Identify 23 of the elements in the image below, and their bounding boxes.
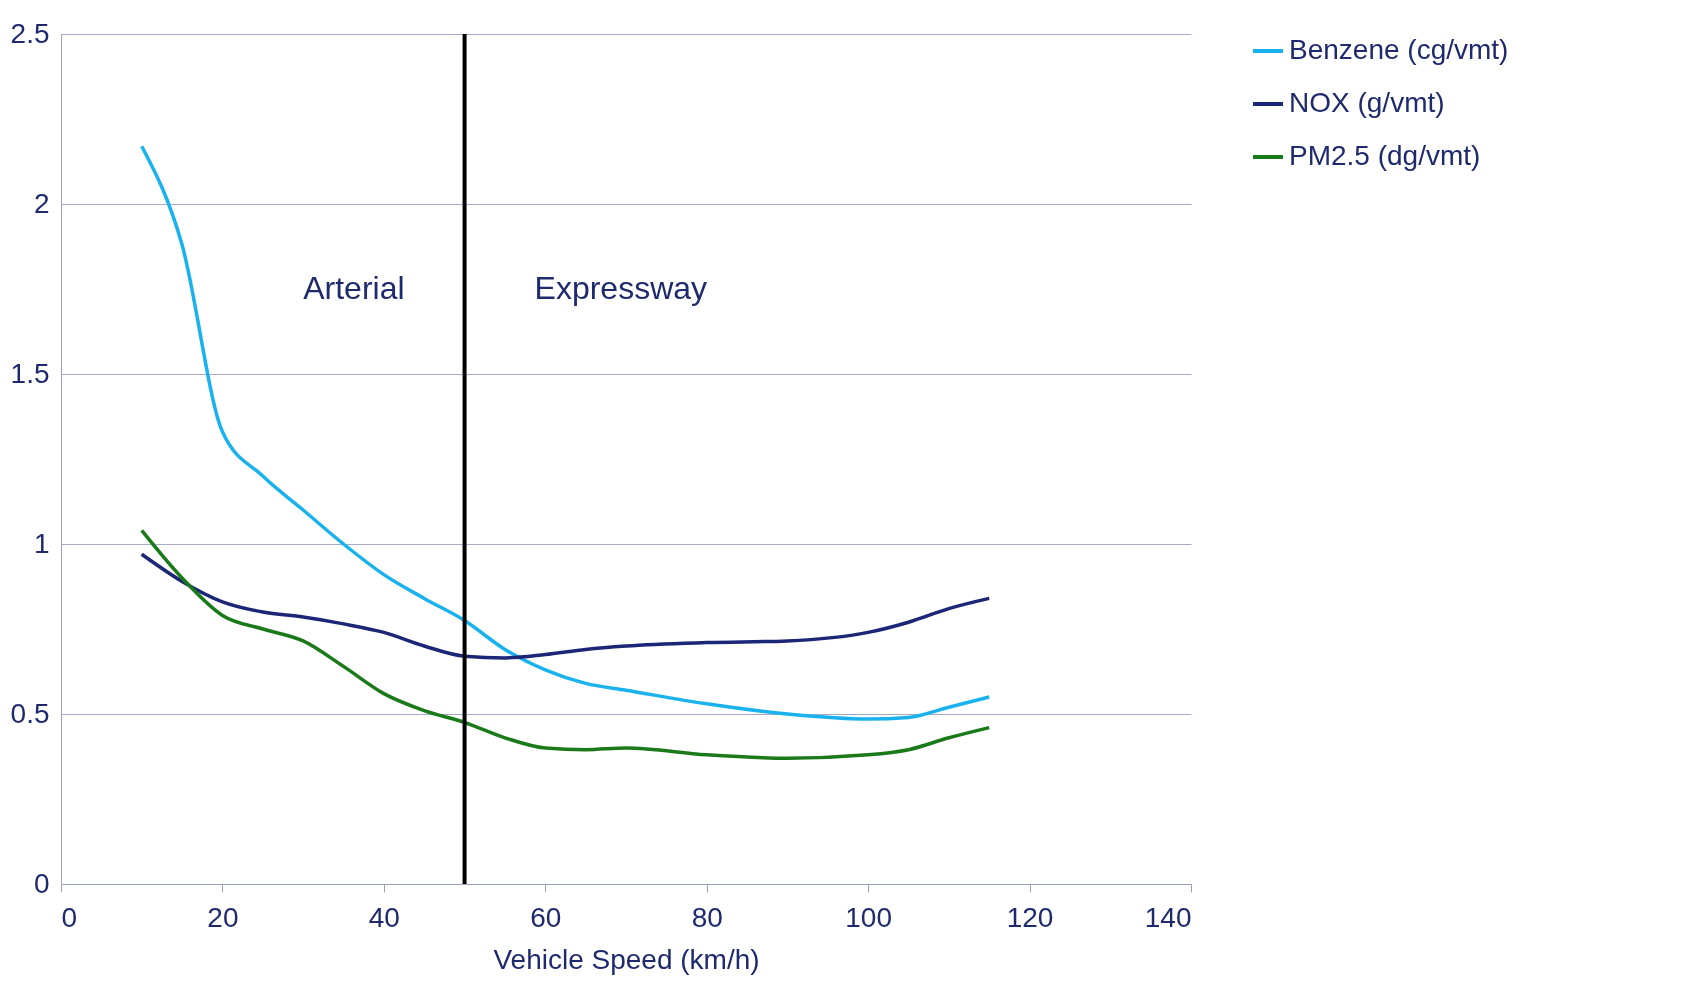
y-tick-label: 1.5	[10, 357, 50, 389]
line-series	[139, 528, 991, 760]
x-tick-label: 100	[845, 901, 892, 933]
x-tick-label: 80	[691, 901, 723, 933]
y-tick-label: 0.5	[10, 697, 50, 729]
x-axis-title: Vehicle Speed (km/h)	[493, 943, 760, 975]
y-tick-label: 2.5	[10, 17, 50, 49]
annotation: Expressway	[534, 270, 708, 306]
line-series	[139, 144, 991, 721]
x-tick-label: 140	[1144, 901, 1192, 933]
y-tick-label: 1	[33, 527, 50, 559]
x-tick-label: 0	[61, 901, 78, 933]
x-tick-label: 20	[207, 901, 239, 933]
annotation: Arterial	[303, 270, 405, 306]
y-tick-label: 2	[33, 187, 50, 219]
x-tick-label: 120	[1006, 901, 1054, 933]
legend-label: Benzene (cg/vmt)	[1289, 34, 1509, 65]
x-tick-label: 60	[530, 901, 562, 933]
x-tick-label: 40	[368, 901, 400, 933]
line-series	[139, 552, 991, 660]
legend-label: PM2.5 (dg/vmt)	[1289, 140, 1481, 171]
legend-label: NOX (g/vmt)	[1289, 87, 1445, 118]
y-tick-label: 0	[33, 867, 50, 899]
